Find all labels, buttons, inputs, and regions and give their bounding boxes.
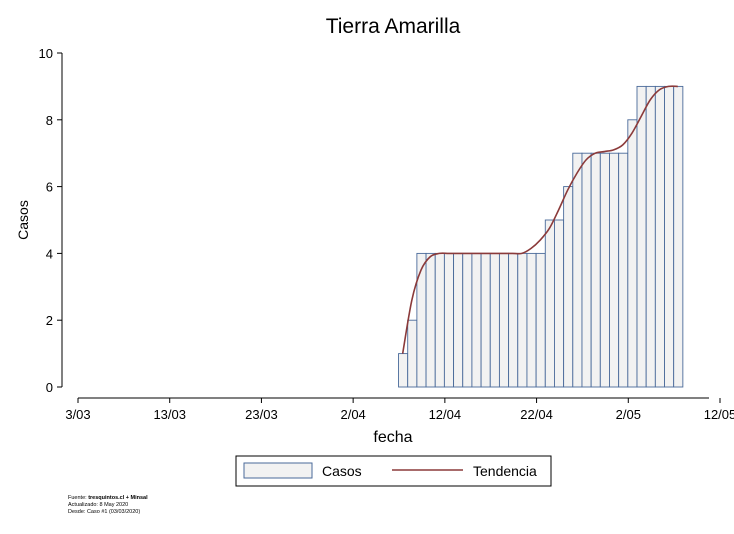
bar-casos <box>599 152 610 388</box>
footer-updated: Actualizado: 8 May 2020 <box>68 502 129 508</box>
y-axis-label: Casos <box>15 200 31 240</box>
bar-casos <box>654 85 665 388</box>
bar-casos <box>645 85 656 388</box>
bar-casos <box>498 252 510 388</box>
bar-casos <box>627 119 638 388</box>
legend: Casos Tendencia <box>235 455 552 487</box>
bar-casos <box>673 85 684 388</box>
footer-source-prefix: Fuente: <box>68 495 89 501</box>
bar-casos <box>563 186 574 388</box>
x-tick-label: 2/04 <box>340 407 365 422</box>
bar-casos <box>618 152 629 388</box>
bar-casos <box>535 252 546 388</box>
bar-casos <box>434 252 445 388</box>
bar-casos <box>544 219 555 388</box>
x-tick-label: 22/04 <box>520 407 553 422</box>
bar-casos <box>572 152 583 388</box>
y-tick-label: 0 <box>46 380 53 395</box>
y-tick-label: 2 <box>46 313 53 328</box>
plot-area: 0 2 4 6 8 10 3/03 13/03 23/03 2/04 12/04 22/04 2/05 1… <box>39 46 734 422</box>
bar-casos <box>581 152 592 388</box>
legend-swatch-casos <box>243 462 313 479</box>
bar-casos <box>416 252 427 388</box>
bar-casos <box>517 252 528 388</box>
x-tick-label: 12/05 <box>704 407 734 422</box>
bar-casos <box>590 152 601 388</box>
line-tendencia <box>401 85 678 354</box>
bar-casos <box>609 152 620 388</box>
y-tick-label: 4 <box>46 246 53 261</box>
x-tick-label: 23/03 <box>245 407 278 422</box>
bar-casos <box>407 319 418 388</box>
x-axis-label: fecha <box>373 429 412 446</box>
bar-casos <box>489 252 500 388</box>
footer-since: Desde: Caso #1 (03/03/2020) <box>68 509 141 515</box>
y-tick-label: 8 <box>46 113 53 128</box>
bar-casos <box>508 252 519 388</box>
y-tick-label: 6 <box>46 180 53 195</box>
x-tick-label: 13/03 <box>153 407 186 422</box>
bar-casos <box>480 252 491 388</box>
bar-casos <box>398 353 409 388</box>
footer-source-bold: tresquintos.cl + Minsal <box>88 495 148 501</box>
chart-title: Tierra Amarilla <box>326 15 461 38</box>
y-tick-label: 10 <box>39 46 53 61</box>
bar-casos <box>664 85 675 388</box>
x-tick-label: 2/05 <box>616 407 641 422</box>
bar-casos <box>462 252 473 388</box>
x-tick-label: 12/04 <box>429 407 462 422</box>
bar-casos <box>471 252 482 388</box>
bar-casos <box>443 252 455 388</box>
bar-casos <box>636 85 647 388</box>
x-tick-label: 3/03 <box>65 407 90 422</box>
legend-label-casos: Casos <box>322 463 362 479</box>
bar-casos <box>453 252 464 388</box>
bar-casos <box>526 252 537 388</box>
footer-source: Fuente: tresquintos.cl + Minsal <box>68 495 148 502</box>
legend-label-tendencia: Tendencia <box>473 463 537 479</box>
bar-casos <box>554 219 565 388</box>
bar-casos <box>425 252 436 388</box>
